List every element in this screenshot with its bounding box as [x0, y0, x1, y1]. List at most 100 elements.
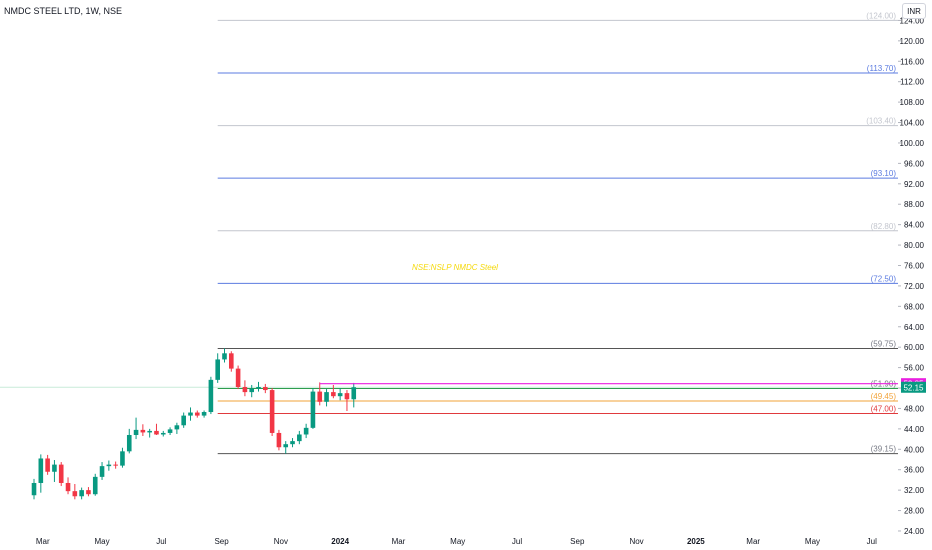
candle-body [222, 353, 227, 360]
y-tick-label: 72.00 [904, 282, 925, 291]
symbol-title: NMDC STEEL LTD, 1W, NSE [4, 6, 123, 16]
x-tick-label: May [805, 537, 820, 546]
candle-body [140, 429, 146, 433]
candle-body [194, 412, 200, 416]
candle-body [201, 412, 207, 416]
level-label: (82.80) [871, 222, 897, 231]
level-label: (49.45) [871, 392, 897, 401]
y-tick-label: 116.00 [900, 57, 924, 66]
candle-body [235, 368, 241, 388]
candles [31, 348, 357, 500]
y-tick-label: 108.00 [900, 98, 925, 107]
level-label: (59.75) [871, 339, 897, 348]
y-tick-label: 36.00 [904, 466, 925, 475]
candle-body [344, 393, 350, 400]
candle-body [331, 392, 336, 397]
y-tick-label: 112.00 [900, 78, 924, 87]
candle-body [120, 451, 125, 466]
candle-body [45, 458, 50, 472]
candle-body [290, 441, 295, 445]
candle-body [337, 393, 343, 397]
candle-body [167, 429, 173, 433]
candle-body [79, 490, 84, 497]
y-tick-label: 80.00 [904, 241, 925, 250]
candle-body [310, 391, 316, 428]
candle-body [303, 427, 309, 435]
y-tick-label: 104.00 [900, 119, 925, 128]
candle-body [276, 432, 282, 448]
y-tick-label: 60.00 [904, 343, 925, 352]
chart-annotation: NSE:NSLP NMDC Steel [412, 263, 498, 272]
y-tick-label: 100.00 [900, 139, 925, 148]
x-tick-label: Nov [629, 537, 643, 546]
candle-body [263, 387, 268, 391]
x-tick-label: May [94, 537, 109, 546]
level-label: (124.00) [866, 11, 896, 20]
candle-body [317, 391, 323, 402]
candle-body [86, 490, 91, 495]
y-tick-label: 88.00 [904, 200, 925, 209]
price-tag [901, 381, 926, 393]
candle-body [113, 464, 118, 466]
candle-body [52, 464, 57, 472]
candle-body [133, 429, 139, 435]
candle-body [188, 412, 193, 416]
y-tick-label: 48.00 [904, 404, 925, 413]
candle-body [242, 387, 248, 393]
candle-body [174, 425, 180, 430]
y-tick-label: 84.00 [904, 221, 925, 230]
candle-body [297, 434, 302, 442]
candle-body [215, 359, 220, 380]
x-tick-label: Nov [274, 537, 288, 546]
candle-body [154, 430, 159, 435]
candle-body [38, 458, 44, 483]
candle-body [160, 432, 166, 435]
level-label: (103.40) [866, 117, 896, 126]
level-label: (72.50) [871, 274, 897, 283]
x-tick-label: Mar [36, 537, 50, 546]
level-label: (39.15) [871, 445, 897, 454]
y-tick-label: 32.00 [904, 486, 925, 495]
x-tick-label: Jul [867, 537, 877, 546]
currency-button[interactable]: INR [902, 3, 926, 19]
price-axis[interactable]: 24.0028.0032.0036.0040.0044.0048.0052.00… [898, 16, 925, 536]
x-tick-label: May [450, 537, 465, 546]
price-markers: 52.8552.15 [319, 378, 926, 393]
candle-body [58, 464, 64, 483]
candle-body [92, 476, 98, 495]
x-tick-label: Sep [214, 537, 229, 546]
candle-body [229, 353, 234, 369]
x-tick-label: 2025 [687, 537, 705, 546]
candle-body [283, 444, 289, 448]
y-tick-label: 76.00 [904, 261, 925, 270]
candle-body [324, 392, 329, 402]
candle-body [72, 491, 78, 497]
x-tick-label: Mar [746, 537, 760, 546]
x-tick-label: Mar [392, 537, 406, 546]
candle-body [181, 415, 186, 426]
candle-body [269, 390, 275, 433]
y-tick-label: 56.00 [904, 364, 925, 373]
x-tick-label: Jul [156, 537, 166, 546]
time-axis[interactable]: Mar May Jul Sep Nov 2024 Mar May Jul Sep Nov 2025 Ma… [36, 537, 877, 546]
price-tag-label: 52.15 [903, 383, 924, 392]
candle-body [147, 430, 152, 433]
y-tick-label: 92.00 [904, 180, 925, 189]
candle-body [65, 482, 71, 492]
y-tick-label: 24.00 [904, 527, 925, 536]
y-tick-label: 28.00 [904, 507, 925, 516]
candle-body [126, 434, 132, 452]
y-tick-label: 64.00 [904, 323, 925, 332]
candle-body [256, 387, 261, 389]
level-label: (47.00) [871, 405, 897, 414]
y-tick-label: 68.00 [904, 302, 925, 311]
level-label: (93.10) [871, 169, 897, 178]
level-lines: (124.00) (113.70) (103.40) (93.10) (82.80) (7… [0, 11, 898, 455]
level-label: (113.70) [867, 64, 897, 73]
y-tick-label: 40.00 [904, 445, 925, 454]
candle-body [106, 464, 112, 467]
x-tick-label: Sep [570, 537, 585, 546]
candle-body [99, 466, 105, 477]
candle-body [351, 387, 357, 400]
